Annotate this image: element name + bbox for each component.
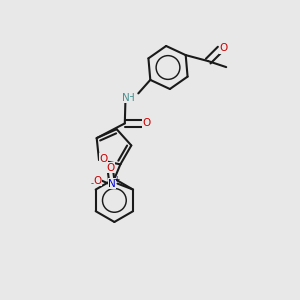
Text: O: O <box>93 176 101 186</box>
Text: O: O <box>99 154 107 164</box>
Text: O: O <box>106 163 115 173</box>
Text: -: - <box>90 179 93 188</box>
Text: N: N <box>108 178 116 189</box>
Text: +: + <box>113 176 119 184</box>
Text: N: N <box>122 93 129 103</box>
Text: H: H <box>127 93 135 103</box>
Text: O: O <box>220 43 228 53</box>
Text: O: O <box>142 118 151 128</box>
